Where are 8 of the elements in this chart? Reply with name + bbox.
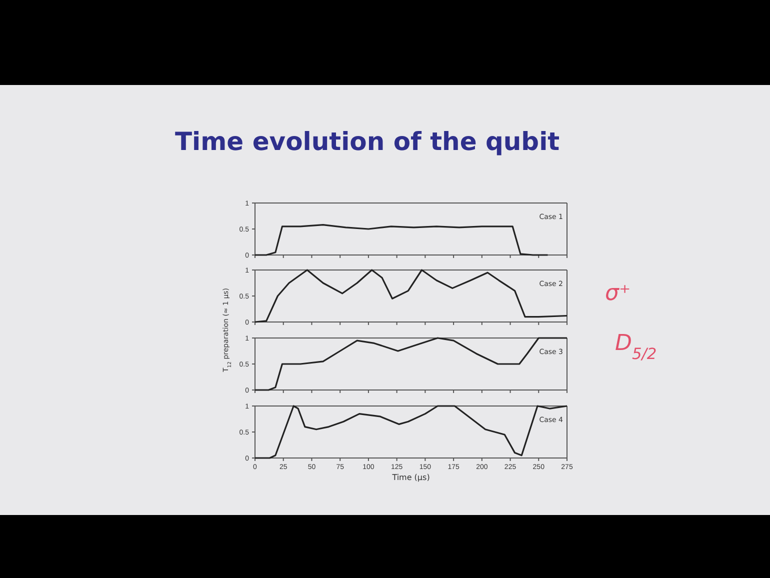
line-series	[254, 224, 549, 256]
text: σ⁺	[605, 281, 631, 306]
chart-title: Time evolution of the qubit	[175, 127, 560, 156]
line-series	[254, 405, 568, 459]
text: D$_{5/2}$	[615, 331, 657, 363]
line-series	[254, 269, 568, 323]
line-series	[254, 337, 568, 391]
x-axis-title: Time (μs)	[391, 473, 430, 482]
